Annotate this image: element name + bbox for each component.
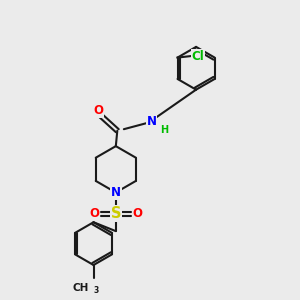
Text: N: N — [111, 186, 121, 199]
Text: N: N — [146, 115, 157, 128]
Text: O: O — [133, 207, 142, 220]
Text: O: O — [94, 104, 103, 117]
Text: Cl: Cl — [191, 50, 204, 63]
Text: S: S — [111, 206, 121, 221]
Text: O: O — [89, 207, 99, 220]
Text: CH: CH — [73, 283, 89, 293]
Text: H: H — [160, 125, 168, 135]
Text: 3: 3 — [94, 286, 99, 295]
